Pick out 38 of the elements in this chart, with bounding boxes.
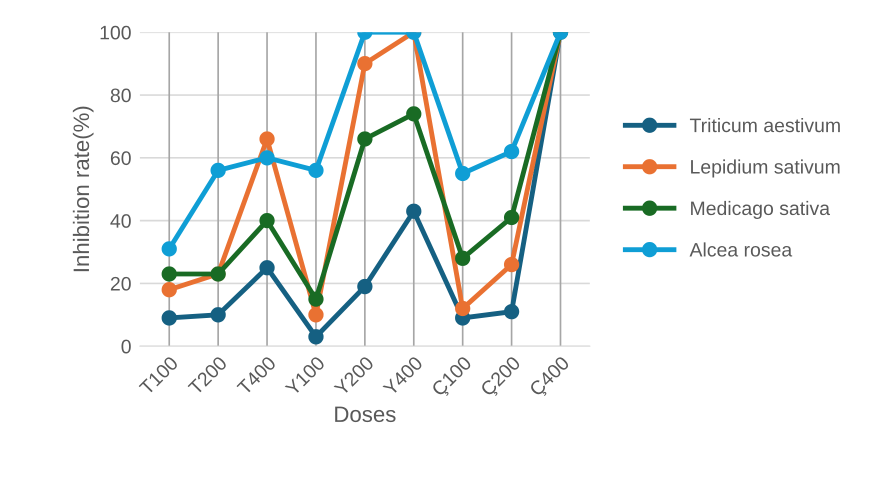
- point: [455, 250, 470, 266]
- point: [455, 166, 470, 182]
- point: [259, 131, 275, 147]
- point: [210, 162, 226, 178]
- point: [308, 291, 324, 307]
- point: [210, 307, 226, 322]
- y-tick-label: 20: [110, 276, 131, 291]
- point: [308, 329, 324, 344]
- point: [357, 131, 373, 147]
- point: [406, 106, 422, 122]
- point: [504, 210, 520, 226]
- point: [259, 150, 275, 166]
- point: [162, 282, 177, 298]
- y-tick-label: 40: [110, 214, 131, 228]
- y-tick-label: 60: [110, 151, 131, 166]
- point: [406, 204, 422, 219]
- y-tick-label: 80: [110, 88, 131, 102]
- legend-label: Medicago sativa: [691, 200, 830, 220]
- point: [504, 304, 520, 320]
- point: [308, 307, 324, 322]
- legend-label: Lepidium sativum: [691, 159, 840, 178]
- point: [357, 56, 373, 72]
- point: [162, 310, 177, 326]
- y-tick-label: 0: [122, 340, 131, 354]
- point: [504, 256, 520, 272]
- x-axis-title: Doses: [335, 406, 396, 422]
- point: [455, 300, 470, 316]
- legend-label: Alcea rosea: [690, 242, 792, 257]
- y-tick-label: 100: [100, 26, 131, 40]
- point: [162, 266, 177, 282]
- y-axis-title: Inhibition rate(%): [72, 106, 94, 272]
- point: [357, 278, 373, 294]
- point: [162, 241, 177, 257]
- point: [259, 212, 275, 228]
- legend-label: Triticum aestivum: [690, 118, 840, 132]
- point: [308, 162, 324, 178]
- point: [504, 144, 520, 160]
- point: [259, 260, 275, 276]
